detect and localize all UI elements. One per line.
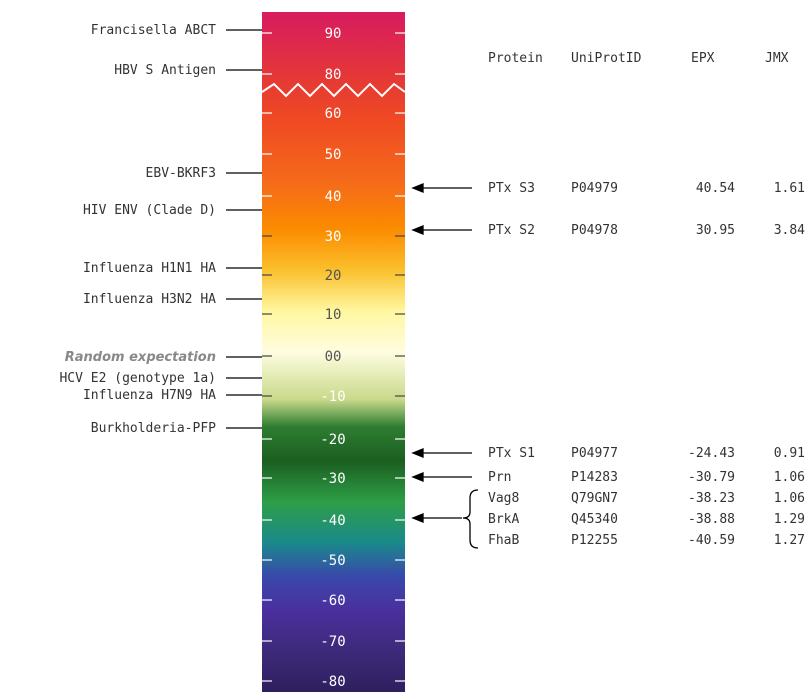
arrowhead-icon: [411, 448, 424, 458]
scale-ticks: 90 80 60 50 40 30 20 10 00 -10 -20 -30 -40 -50 -60 -70 -…: [262, 26, 405, 690]
table-cell: 1.06: [774, 491, 805, 506]
left-label: Random expectation: [65, 350, 216, 365]
table-rows: PTx S3 P04979 40.54 1.61 PTx S2 P04978 30.95 3.…: [488, 181, 805, 548]
header-uniprotid: UniProtID: [571, 51, 642, 66]
table-cell: 30.95: [696, 223, 735, 238]
scale-tick-label: 10: [325, 307, 342, 323]
scale-tick-label: 40: [325, 189, 342, 205]
table-cell: 1.61: [774, 181, 805, 196]
left-labels: Francisella ABCT HBV S Antigen EBV-BKRF3 HI…: [59, 23, 262, 436]
arrowhead-icon: [411, 472, 424, 482]
left-label: HIV ENV (Clade D): [83, 203, 216, 218]
header-protein: Protein: [488, 51, 543, 66]
table-cell: PTx S2: [488, 223, 535, 238]
scale-tick-label: 80: [325, 67, 342, 83]
table-cell: 1.06: [774, 470, 805, 485]
scale-tick-label: -30: [320, 471, 345, 487]
scale-tick-label: 30: [325, 229, 342, 245]
table-cell: Prn: [488, 470, 511, 485]
scale-tick-label: -40: [320, 513, 345, 529]
table-cell: -24.43: [688, 446, 735, 461]
table-cell: P04977: [571, 446, 618, 461]
scale-tick-label: -70: [320, 634, 345, 650]
table-cell: 1.29: [774, 512, 805, 527]
scale-tick-label: 90: [325, 26, 342, 42]
table-cell: 3.84: [774, 223, 805, 238]
scale-tick-label: -60: [320, 593, 345, 609]
table-cell: -40.59: [688, 533, 735, 548]
scale-tick-label: 00: [325, 349, 342, 365]
scale-tick-label: -10: [320, 389, 345, 405]
scale-tick-label: -20: [320, 432, 345, 448]
left-label: EBV-BKRF3: [146, 166, 216, 181]
scale-tick-label: -50: [320, 553, 345, 569]
table-header: Protein UniProtID EPX JMX: [488, 51, 789, 66]
arrowhead-icon: [411, 513, 424, 523]
color-scale-bar: [262, 12, 405, 692]
table-cell: P04978: [571, 223, 618, 238]
left-label: Influenza H7N9 HA: [83, 388, 216, 403]
table-cell: 40.54: [696, 181, 735, 196]
table-cell: Vag8: [488, 491, 519, 506]
left-label: Burkholderia-PFP: [91, 421, 216, 436]
table-cell: FhaB: [488, 533, 519, 548]
scale-tick-label: 60: [325, 106, 342, 122]
left-label: Francisella ABCT: [91, 23, 216, 38]
table-cell: BrkA: [488, 512, 519, 527]
table-cell: 0.91: [774, 446, 805, 461]
table-cell: Q45340: [571, 512, 618, 527]
table-cell: PTx S3: [488, 181, 535, 196]
left-label: HBV S Antigen: [114, 63, 216, 78]
header-epx: EPX: [691, 51, 715, 66]
scale-tick-label: -80: [320, 674, 345, 690]
table-cell: 1.27: [774, 533, 805, 548]
table-cell: -38.23: [688, 491, 735, 506]
left-label: Influenza H3N2 HA: [83, 292, 216, 307]
header-jmx: JMX: [765, 51, 789, 66]
group-bracket: [462, 489, 479, 549]
scale-tick-label: 50: [325, 147, 342, 163]
table-cell: P12255: [571, 533, 618, 548]
left-label: Influenza H1N1 HA: [83, 261, 216, 276]
table-cell: P14283: [571, 470, 618, 485]
table-cell: -38.88: [688, 512, 735, 527]
table-cell: P04979: [571, 181, 618, 196]
arrowhead-icon: [411, 225, 424, 235]
table-cell: PTx S1: [488, 446, 535, 461]
table-cell: -30.79: [688, 470, 735, 485]
left-label: HCV E2 (genotype 1a): [59, 371, 216, 386]
scale-break-zigzag: [261, 82, 406, 98]
scale-tick-label: 20: [325, 268, 342, 284]
table-cell: Q79GN7: [571, 491, 618, 506]
arrowhead-icon: [411, 183, 424, 193]
arrows: [411, 183, 472, 523]
